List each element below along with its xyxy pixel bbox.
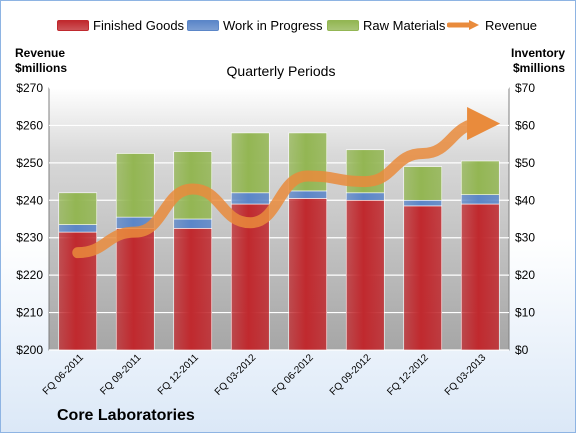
x-tick-label: FQ 06-2012 [270,352,316,398]
bar-finished-goods [345,199,385,351]
legend: Finished Goods Work in Progress Raw Materi… [1,16,575,34]
right-tick-label: $60 [515,118,535,132]
legend-swatch [327,19,359,31]
bar-finished-goods [403,205,443,351]
legend-swatch [57,19,89,31]
legend-label: Revenue [485,17,538,33]
legend-item: Raw Materials [327,16,445,34]
bar-raw-materials [58,192,98,225]
x-tick-label: FQ 03-2013 [443,352,489,398]
x-tick-label: FQ 03-2012 [213,352,259,398]
right-tick-label: $0 [515,343,529,357]
bar-work-in-progress [173,218,213,229]
x-tick-label: FQ 06-2011 [41,352,86,397]
left-tick-label: $210 [16,306,43,320]
left-tick-label: $220 [16,268,43,282]
legend-arrow-icon [447,19,481,31]
legend-item: Revenue [447,16,537,34]
legend-item: Finished Goods [57,16,184,34]
left-tick-label: $270 [16,81,43,95]
left-tick-label: $250 [16,156,43,170]
bar-raw-materials [115,153,155,218]
bar-raw-materials [230,132,270,194]
legend-item: Work in Progress [187,16,322,34]
right-tick-label: $40 [515,193,535,207]
company-name: Core Laboratories [57,407,195,424]
bar-work-in-progress [230,192,270,205]
bar-raw-materials [460,160,500,195]
bar-raw-materials [403,166,443,201]
right-axis-title: Inventory $millions [511,46,565,76]
bar-work-in-progress [345,192,385,201]
right-tick-label: $50 [515,156,535,170]
right-tick-label: $70 [515,81,535,95]
legend-label: Raw Materials [363,17,446,33]
left-tick-label: $200 [16,343,43,357]
left-tick-label: $230 [16,231,43,245]
bar-work-in-progress [58,224,98,233]
right-axis-title-line: $millions [512,61,565,75]
left-tick-label: $260 [16,118,43,132]
right-tick-label: $10 [515,306,535,320]
left-axis-title-line: Revenue [15,46,66,60]
bar-work-in-progress [288,190,328,199]
chart-subtitle: Quarterly Periods [226,63,336,79]
bar-work-in-progress [403,199,443,207]
x-tick-label: FQ 12-2012 [385,352,431,398]
bar-finished-goods [460,203,500,351]
legend-label: Work in Progress [223,17,323,33]
left-tick-label: $240 [16,193,43,207]
left-axis-title: Revenue $millions [15,46,67,76]
bar-work-in-progress [460,194,500,205]
x-tick-label: FQ 09-2011 [98,352,143,397]
bar-finished-goods [230,203,270,351]
right-tick-label: $30 [515,231,535,245]
right-axis-title-line: Inventory [510,46,565,60]
x-tick-label: FQ 12-2011 [156,352,201,397]
legend-swatch [187,19,219,31]
bar-finished-goods [288,198,328,351]
x-tick-label: FQ 09-2012 [328,352,374,398]
bar-finished-goods [115,228,155,351]
revenue-line [72,107,501,259]
bar-finished-goods [173,228,213,351]
legend-label: Finished Goods [93,17,185,33]
right-tick-label: $20 [515,268,535,282]
left-axis-title-line: $millions [15,61,68,75]
